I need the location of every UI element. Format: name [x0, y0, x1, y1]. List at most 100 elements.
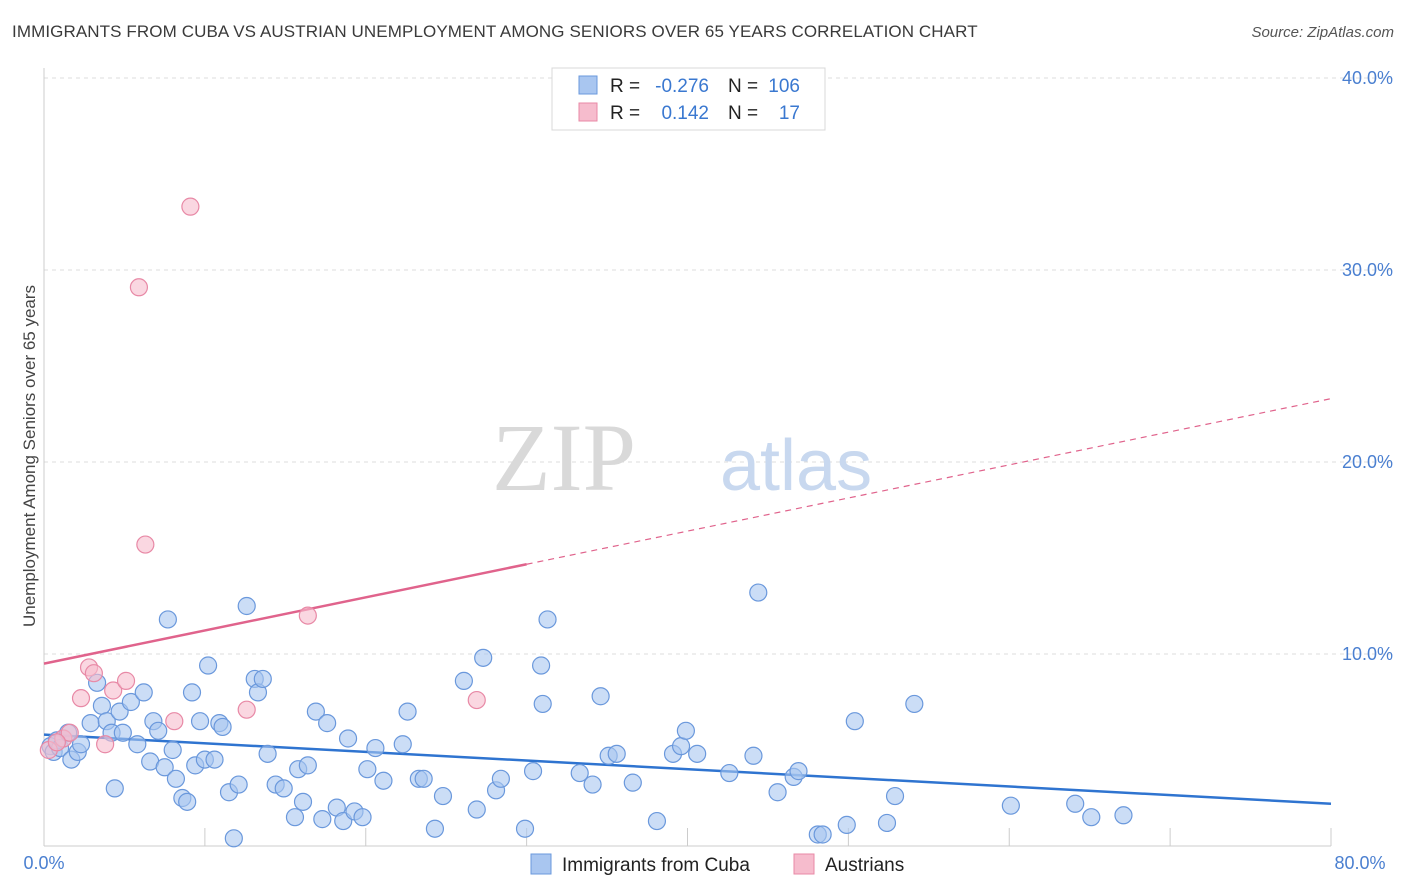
point-austrians — [136, 535, 155, 554]
watermark-atlas: atlas — [720, 426, 872, 506]
grid-lines — [44, 77, 1392, 655]
point-cuba — [318, 714, 337, 733]
legend-swatch-austrians — [578, 102, 598, 122]
point-cuba — [454, 671, 473, 690]
point-cuba — [229, 775, 248, 794]
point-cuba — [688, 744, 707, 763]
point-cuba — [538, 610, 557, 629]
point-cuba — [213, 717, 232, 737]
point-cuba — [1114, 806, 1133, 825]
point-cuba — [149, 721, 168, 740]
point-cuba — [467, 800, 486, 819]
point-cuba — [163, 740, 182, 760]
legend-r-label-austrians: R = — [610, 103, 640, 124]
point-cuba — [533, 694, 552, 714]
point-cuba — [205, 750, 224, 769]
point-cuba — [158, 610, 177, 629]
point-cuba — [178, 792, 197, 811]
point-cuba — [353, 808, 372, 827]
point-cuba — [474, 648, 493, 667]
point-cuba — [768, 783, 787, 802]
point-cuba — [374, 771, 393, 790]
point-cuba — [583, 775, 602, 794]
point-cuba — [671, 737, 691, 756]
series-legend-swatch-austrians — [793, 853, 815, 875]
point-cuba — [81, 714, 100, 733]
point-cuba — [155, 758, 174, 777]
point-cuba — [237, 596, 256, 616]
point-austrians — [298, 606, 317, 625]
point-austrians — [96, 735, 115, 754]
point-cuba — [1001, 796, 1020, 815]
trend-lines — [43, 398, 1332, 806]
source-label: Source: ZipAtlas.com — [1251, 24, 1394, 41]
point-cuba — [749, 583, 768, 602]
point-cuba — [532, 656, 551, 675]
point-austrians — [84, 664, 103, 683]
point-cuba — [515, 819, 535, 838]
point-cuba — [166, 769, 186, 788]
point-cuba — [274, 779, 293, 798]
series-legend-label-austrians: Austrians — [825, 855, 904, 876]
point-cuba — [258, 744, 277, 763]
series-legend-label-cuba: Immigrants from Cuba — [562, 855, 750, 876]
point-cuba — [338, 729, 358, 748]
point-cuba — [128, 735, 147, 754]
point-cuba — [676, 721, 695, 740]
legend-n-value-cuba: 106 — [768, 76, 800, 97]
y-tick-label: 10.0% — [1342, 644, 1393, 664]
point-cuba — [720, 763, 739, 783]
point-cuba — [623, 773, 642, 792]
y-tick-label: 30.0% — [1342, 260, 1393, 280]
y-tick-labels: 10.0% 20.0% 30.0% 40.0% — [1342, 68, 1393, 664]
point-cuba — [121, 692, 140, 712]
x-tick-label-max: 80.0% — [1334, 853, 1385, 873]
legend-n-label-austrians: N = — [728, 103, 758, 124]
point-cuba — [105, 779, 124, 798]
trend-line-cuba — [43, 733, 1332, 806]
point-cuba — [837, 815, 856, 834]
x-tick-marks — [204, 828, 1332, 846]
point-cuba — [113, 723, 132, 742]
point-austrians — [71, 689, 91, 708]
watermark-zip: ZIP — [492, 404, 636, 511]
point-cuba — [224, 829, 243, 848]
point-austrians — [47, 733, 66, 752]
point-austrians — [165, 712, 184, 731]
y-axis-label: Unemployment Among Seniors over 65 years — [20, 285, 39, 627]
y-tick-label: 40.0% — [1342, 68, 1393, 88]
point-cuba — [905, 694, 924, 714]
point-cuba — [398, 702, 417, 721]
point-austrians — [129, 278, 149, 297]
point-cuba — [570, 763, 589, 783]
legend-r-value-austrians: 0.142 — [661, 103, 709, 124]
series-legend-swatch-cuba — [530, 853, 552, 875]
point-cuba — [366, 738, 385, 758]
series-legend: Immigrants from Cuba Austrians — [530, 853, 904, 876]
point-cuba — [71, 735, 91, 754]
point-cuba — [591, 687, 610, 706]
point-cuba — [190, 712, 210, 731]
point-cuba — [885, 786, 905, 806]
point-cuba — [607, 744, 626, 763]
point-cuba — [523, 762, 543, 781]
point-austrians — [104, 681, 123, 700]
point-cuba — [1066, 794, 1085, 813]
point-cuba — [1082, 808, 1101, 827]
data-points — [39, 197, 1133, 848]
point-cuba — [198, 656, 218, 675]
point-cuba — [358, 760, 377, 779]
point-cuba — [813, 825, 832, 844]
legend-swatch-cuba — [578, 75, 598, 95]
point-cuba — [425, 819, 445, 838]
point-cuba — [306, 702, 325, 721]
point-cuba — [744, 746, 763, 765]
legend-r-value-cuba: -0.276 — [655, 76, 709, 97]
point-cuba — [298, 756, 317, 775]
trend-line-austrians — [43, 563, 527, 665]
point-cuba — [134, 683, 153, 702]
point-cuba — [285, 808, 305, 827]
point-cuba — [433, 786, 453, 806]
stats-legend: R = -0.276 N = 106 R = 0.142 N = 17 — [551, 67, 826, 131]
